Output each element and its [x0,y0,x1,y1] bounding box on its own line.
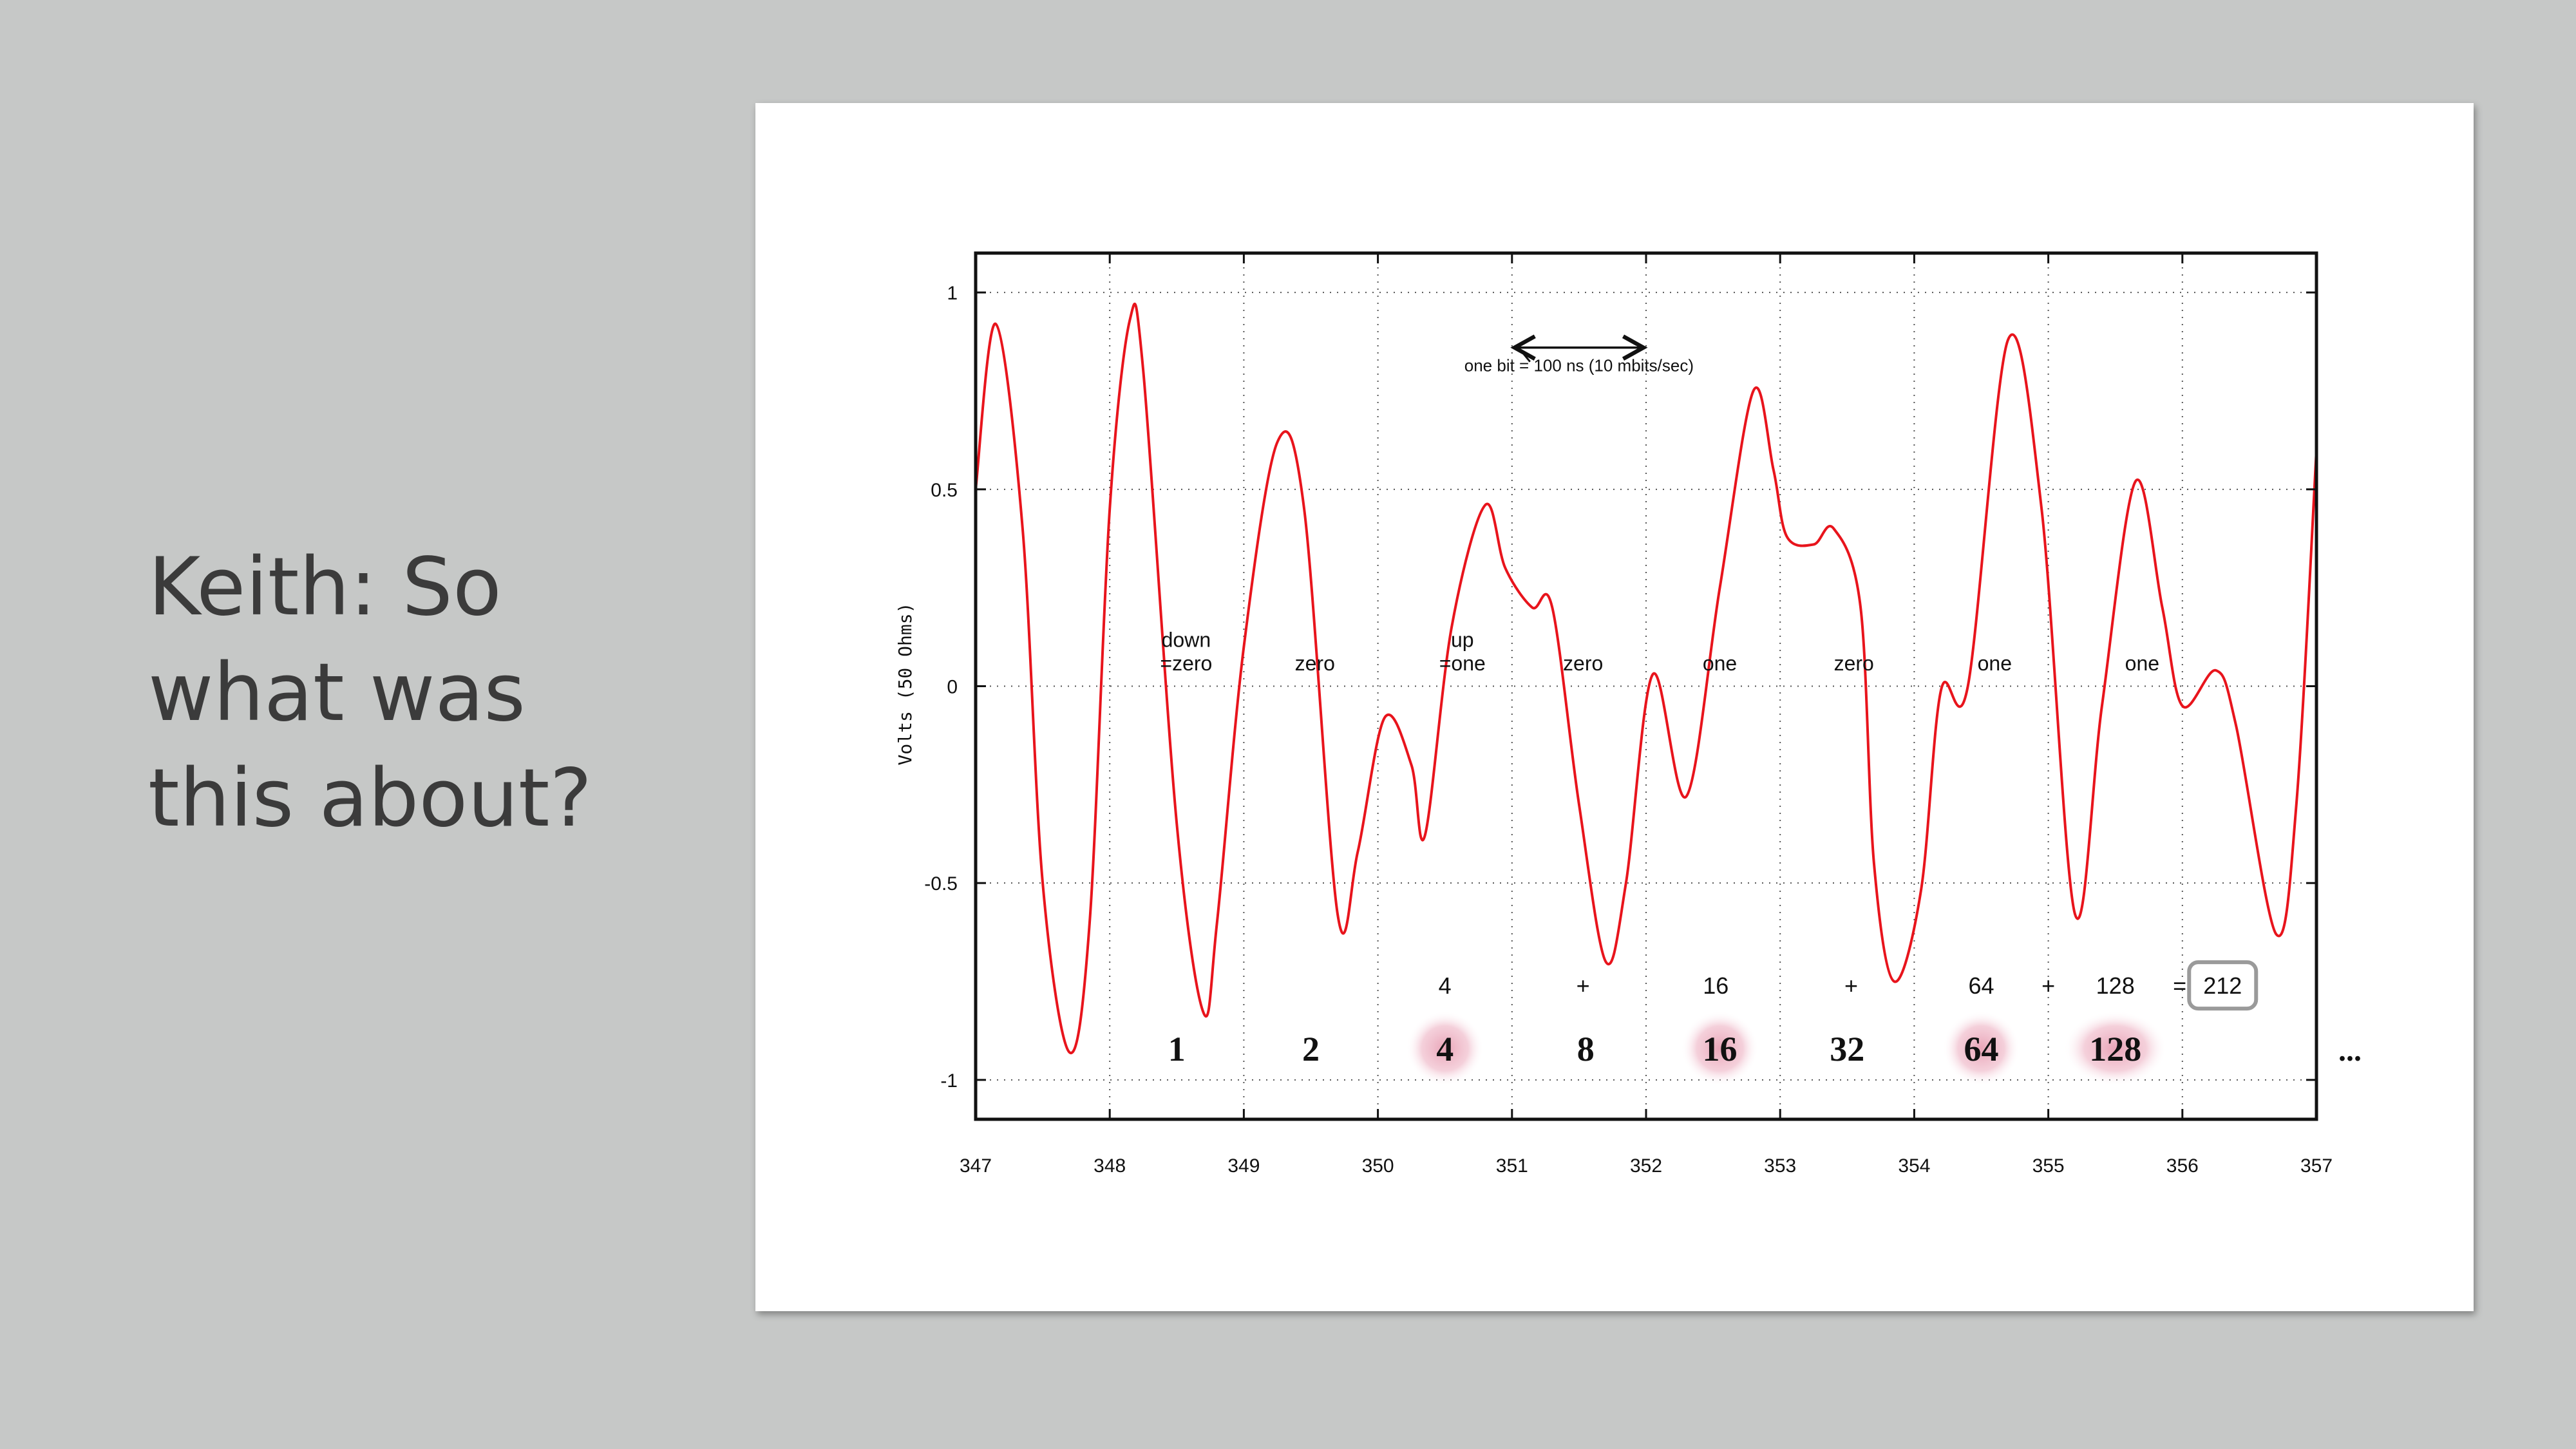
slide-heading: Keith: So what was this about? [148,535,638,851]
x-tick-label: 349 [1227,1155,1260,1177]
weights-ellipsis: ... [2338,1034,2362,1068]
bit-annotation: one [1703,652,1737,675]
sum-term: + [1577,972,1590,999]
waveform-line [974,303,2318,1055]
bit-annotation: up [1451,628,1474,651]
sum-term: 16 [1703,972,1728,999]
bit-annotation: zero [1295,652,1335,675]
x-tick-label: 353 [1764,1155,1796,1177]
plot-border [974,251,2318,1121]
bit-weight: 64 [1964,1030,1999,1068]
sum-result: 212 [2203,972,2242,999]
bit-annotation: one [2125,652,2159,675]
bit-annotation: down [1162,628,1211,651]
bit-period-note: one bit = 100 ns (10 mbits/sec) [1464,355,1694,375]
sum-expression: 4 +16 +64 +128 = 212 [1439,960,2259,1011]
heading-line-3: this about? [148,752,592,845]
x-tick-label: 352 [1630,1155,1662,1177]
heading-line-1: Keith: So [148,541,502,634]
manchester-waveform-chart: 347 348 349 350 351 352 353 354 355 356 357 1 0.5 0 -0… [895,251,2362,1177]
y-axis-label: Volts (50 Ohms) [895,603,916,766]
figure-card: 347 348 349 350 351 352 353 354 355 356 357 1 0.5 0 -0… [755,103,2474,1311]
annotations: one bit = 100 ns (10 mbits/sec) down=zero… [1160,334,2159,675]
y-tick-label: 1 [947,283,958,304]
plot-frame [974,251,2318,1121]
grid [976,253,2316,1119]
tick-labels: 347 348 349 350 351 352 353 354 355 356 357 1 0.5 0 -0… [924,283,2333,1177]
y-tick-label: 0.5 [931,480,958,501]
x-tick-label: 347 [960,1155,992,1177]
sum-term: 64 [1968,972,1994,999]
sum-term: 4 [1439,972,1452,999]
sum-term: + [1844,972,1858,999]
bit-weight: 8 [1577,1030,1595,1068]
bit-weight: 4 [1436,1030,1454,1068]
x-tick-label: 350 [1362,1155,1394,1177]
bit-annotation: zero [1834,652,1874,675]
x-tick-label: 351 [1496,1155,1528,1177]
bit-weight: 2 [1302,1030,1320,1068]
bit-annotation: one [1978,652,2012,675]
bit-weight: 128 [2089,1030,2141,1068]
highlight-glow [1681,1010,1759,1086]
heading-line-2: what was [148,647,526,739]
bit-weight: 1 [1168,1030,1186,1068]
bit-highlights [1406,1010,2167,1086]
bit-weight: 16 [1703,1030,1738,1068]
sum-term: = [2173,972,2186,999]
x-tick-label: 348 [1094,1155,1126,1177]
x-tick-label: 355 [2032,1155,2065,1177]
arrow-pointer [1517,346,1531,363]
bit-annotation: zero [1563,652,1603,675]
y-tick-label: 0 [947,677,958,698]
x-tick-label: 357 [2300,1155,2333,1177]
bit-weights: 1 2 4 8 16 32 64 128... [1168,1030,2362,1068]
highlight-glow [2063,1010,2167,1086]
bit-weight: 32 [1830,1030,1864,1068]
highlight-glow [1942,1010,2020,1086]
sum-term: + [2041,972,2055,999]
x-tick-label: 356 [2166,1155,2199,1177]
series-layer [974,303,2318,1055]
bit-annotation: =one [1439,652,1486,675]
bit-annotation: =zero [1160,652,1212,675]
y-tick-label: -1 [940,1070,958,1092]
sum-result-box [2187,960,2259,1011]
sum-term: 128 [2096,972,2135,999]
x-tick-label: 354 [1898,1155,1930,1177]
y-tick-label: -0.5 [924,873,958,895]
highlight-glow [1406,1010,1484,1086]
